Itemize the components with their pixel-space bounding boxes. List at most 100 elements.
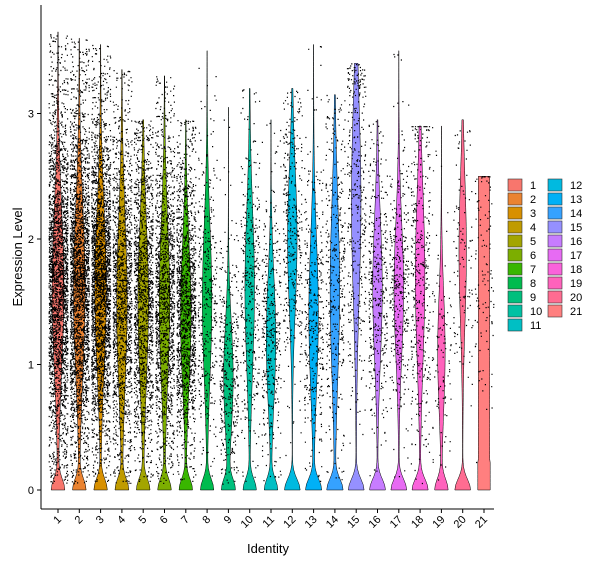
legend-item-18: 18 bbox=[547, 262, 582, 276]
cell-points-7 bbox=[176, 120, 197, 482]
x-ticks: 1 2 3 4 5 6 7 8 9 10 11 12 13 14 15 16 17 18 19 20 21 bbox=[51, 509, 490, 531]
legend-label-13: 13 bbox=[570, 194, 582, 206]
x-tick-label-1: 1 bbox=[51, 514, 64, 527]
violin-18 bbox=[411, 125, 429, 491]
cell-points-15 bbox=[346, 63, 367, 444]
legend-swatch-3 bbox=[507, 206, 523, 220]
y-tick-label-1: 1 bbox=[28, 360, 34, 372]
violin-19 bbox=[434, 125, 449, 491]
legend-item-12: 12 bbox=[547, 178, 582, 192]
cell-points-21 bbox=[474, 176, 495, 464]
legend-label-9: 9 bbox=[530, 292, 536, 304]
points-8 bbox=[197, 67, 218, 477]
legend-item-7: 7 bbox=[507, 262, 536, 276]
violin-13 bbox=[305, 44, 323, 491]
legend-label-15: 15 bbox=[570, 222, 582, 234]
legend-swatch-19 bbox=[547, 276, 563, 290]
x-tick-label-7: 7 bbox=[179, 514, 192, 527]
violin-15 bbox=[348, 63, 365, 491]
legend-label-8: 8 bbox=[530, 278, 536, 290]
legend-label-11: 11 bbox=[530, 320, 541, 332]
cell-points-16 bbox=[368, 121, 388, 477]
y-tick-label-3: 3 bbox=[28, 109, 34, 121]
points-10 bbox=[240, 89, 261, 482]
violin-21 bbox=[477, 176, 491, 491]
points-4 bbox=[112, 70, 133, 484]
legend-label-1: 1 bbox=[530, 180, 536, 192]
legend-swatch-16 bbox=[547, 234, 563, 248]
violin-20 bbox=[454, 119, 471, 491]
violin-14 bbox=[326, 94, 344, 491]
x-tick-label-11: 11 bbox=[261, 514, 278, 531]
x-tick-label-8: 8 bbox=[200, 514, 213, 527]
x-tick-label-15: 15 bbox=[345, 514, 362, 531]
violin-3 bbox=[93, 44, 108, 491]
x-tick-label-14: 14 bbox=[324, 514, 341, 531]
x-tick-label-4: 4 bbox=[115, 514, 128, 527]
legend-item-11: 11 bbox=[507, 318, 541, 332]
legend-swatch-10 bbox=[507, 304, 523, 318]
points-18 bbox=[410, 126, 431, 485]
legend-label-7: 7 bbox=[530, 264, 536, 276]
x-tick-label-18: 18 bbox=[409, 514, 426, 531]
legend-item-6: 6 bbox=[507, 248, 536, 262]
legend-swatch-8 bbox=[507, 276, 523, 290]
legend-item-16: 16 bbox=[547, 234, 582, 248]
legend-item-3: 3 bbox=[507, 206, 536, 220]
points-16 bbox=[368, 121, 388, 477]
x-tick-label-12: 12 bbox=[281, 514, 298, 531]
legend-item-17: 17 bbox=[547, 248, 582, 262]
cell-points-3 bbox=[91, 44, 112, 483]
legend-item-14: 14 bbox=[547, 206, 582, 220]
y-ticks: 0 1 2 3 bbox=[28, 109, 41, 497]
legend-item-10: 10 bbox=[507, 304, 542, 318]
legend-swatch-18 bbox=[547, 262, 563, 276]
legend-swatch-5 bbox=[507, 234, 523, 248]
legend-swatch-12 bbox=[547, 178, 563, 192]
x-tick-label-10: 10 bbox=[239, 514, 256, 531]
legend-swatch-1 bbox=[507, 178, 523, 192]
legend-swatch-9 bbox=[507, 290, 523, 304]
legend-label-20: 20 bbox=[570, 292, 582, 304]
legend-label-18: 18 bbox=[570, 264, 582, 276]
points-11 bbox=[261, 122, 282, 482]
x-tick-label-17: 17 bbox=[388, 514, 405, 531]
cell-points-17 bbox=[389, 53, 410, 478]
x-tick-label-13: 13 bbox=[303, 514, 320, 531]
legend-item-20: 20 bbox=[547, 290, 582, 304]
legend-swatch-7 bbox=[507, 262, 523, 276]
points-21 bbox=[474, 176, 495, 464]
x-axis-title: Identity bbox=[247, 541, 289, 556]
violin-10 bbox=[242, 88, 257, 491]
violin-12 bbox=[284, 88, 301, 491]
legend-label-6: 6 bbox=[530, 250, 536, 262]
legend-swatch-4 bbox=[507, 220, 523, 234]
legend-swatch-14 bbox=[547, 206, 563, 220]
legend-swatch-15 bbox=[547, 220, 563, 234]
points-12 bbox=[282, 90, 303, 457]
points-15 bbox=[346, 63, 367, 444]
legend-label-12: 12 bbox=[570, 180, 582, 192]
legend-swatch-6 bbox=[507, 248, 523, 262]
legend-label-3: 3 bbox=[530, 208, 536, 220]
points-3 bbox=[91, 44, 112, 483]
legend-swatch-20 bbox=[547, 290, 563, 304]
points-7 bbox=[176, 120, 197, 482]
legend-item-5: 5 bbox=[507, 234, 536, 248]
points-6 bbox=[155, 76, 176, 484]
legend-item-21: 21 bbox=[547, 304, 582, 318]
cell-points-12 bbox=[282, 90, 303, 457]
legend-item-4: 4 bbox=[507, 220, 536, 234]
legend-label-5: 5 bbox=[530, 236, 536, 248]
x-tick-label-21: 21 bbox=[473, 514, 490, 531]
cell-points-11 bbox=[261, 122, 282, 482]
legend-label-17: 17 bbox=[570, 250, 582, 262]
legend-label-16: 16 bbox=[570, 236, 582, 248]
x-tick-label-16: 16 bbox=[366, 514, 383, 531]
x-tick-label-19: 19 bbox=[430, 514, 447, 531]
cell-points-18 bbox=[410, 126, 431, 485]
legend-label-19: 19 bbox=[570, 278, 582, 290]
legend-label-14: 14 bbox=[570, 208, 582, 220]
